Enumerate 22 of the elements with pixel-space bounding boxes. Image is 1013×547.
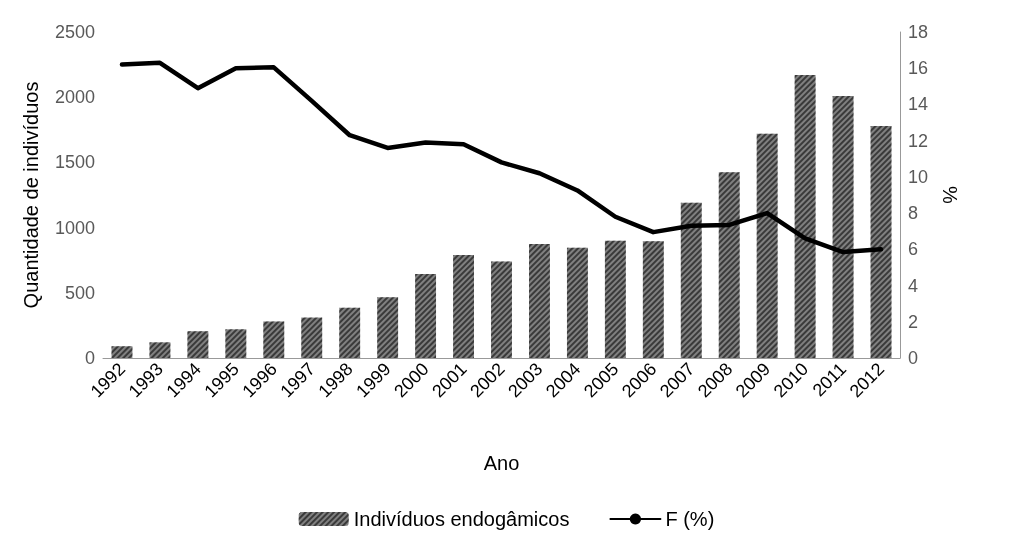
y2-tick-label: 16	[908, 58, 929, 79]
y2-tick-label: 2	[908, 311, 919, 332]
y2-tick-label: 0	[908, 348, 919, 368]
y2-tick-label: 14	[908, 94, 929, 115]
y-tick-label: 1500	[54, 152, 95, 173]
y-tick-label: 1000	[54, 217, 95, 238]
y2-tick-label: 18	[908, 22, 929, 42]
y2-axis-title: %	[939, 186, 961, 205]
y2-tick-label: 10	[908, 166, 929, 187]
y-tick-label: 0	[84, 348, 95, 368]
y2-tick-label: 8	[908, 203, 919, 224]
legend-label: F (%)	[665, 508, 715, 530]
y-tick-label: 500	[64, 282, 95, 303]
y2-tick-label: 4	[908, 275, 919, 296]
y-axis-title: Quantidade de indivíduos	[20, 81, 42, 309]
line-series	[119, 60, 884, 255]
y-tick-label: 2000	[54, 87, 95, 108]
legend-label: Indivíduos endogâmicos	[353, 508, 570, 530]
y2-tick-label: 12	[908, 130, 929, 151]
y-tick-label: 2500	[54, 22, 95, 42]
y2-tick-label: 6	[908, 239, 919, 260]
x-axis-title: Ano	[483, 452, 520, 474]
